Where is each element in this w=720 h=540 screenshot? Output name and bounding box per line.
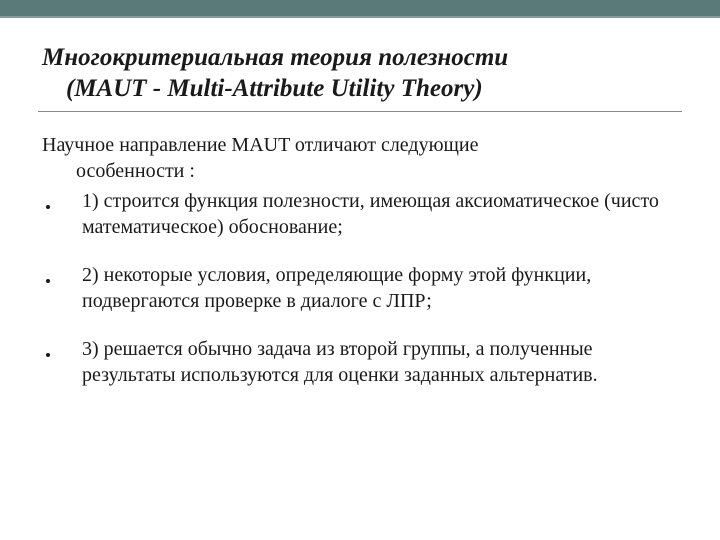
intro-text: Научное направление MAUT отличают следую… [38, 132, 682, 184]
title-line-1: Многокритериальная теория полезности [42, 44, 508, 71]
list-item-text: 1) строится функция полезности, имеющая … [82, 188, 682, 240]
bullet-icon [38, 336, 82, 388]
list-item: 2) некоторые условия, определяющие форму… [38, 262, 682, 314]
bullet-icon [38, 262, 82, 314]
intro-line-1: Научное направление MAUT отличают следую… [42, 134, 479, 156]
slide-title: Многокритериальная теория полезности (MA… [38, 42, 682, 105]
list-item: 3) решается обычно задача из второй груп… [38, 336, 682, 388]
list-item-text: 2) некоторые условия, определяющие форму… [82, 262, 682, 314]
bullet-icon [38, 188, 82, 240]
title-line-2: (MAUT - Multi-Attribute Utility Theory) [42, 73, 682, 104]
top-accent-bar [0, 0, 720, 18]
list-item-text: 3) решается обычно задача из второй груп… [82, 336, 682, 388]
list-item: 1) строится функция полезности, имеющая … [38, 188, 682, 240]
title-underline [38, 111, 682, 112]
intro-line-2: особенности : [42, 160, 195, 182]
slide-content: Многокритериальная теория полезности (MA… [0, 18, 720, 388]
